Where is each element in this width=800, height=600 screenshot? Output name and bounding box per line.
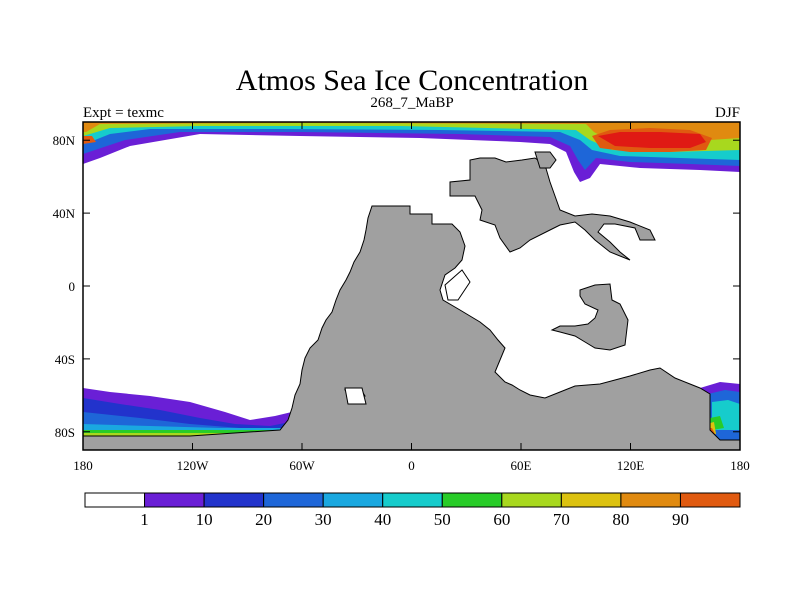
x-tick-label: 120E	[617, 458, 645, 473]
y-tick-label: 80N	[53, 133, 76, 148]
arctic-ice-band-4	[83, 122, 740, 152]
arctic-ice-band-3	[83, 122, 740, 160]
x-tick-label: 60E	[511, 458, 532, 473]
experiment-age-label: 268_7_MaBP	[370, 95, 453, 111]
y-tick-label: 80S	[55, 425, 75, 440]
colorbar-label: 10	[196, 510, 213, 529]
x-axis: 180 120W 60W 0 60E 120E 180	[73, 122, 750, 473]
coastline-inlets	[344, 269, 471, 405]
x-tick-label: 60W	[289, 458, 315, 473]
x-tick-label: 120W	[177, 458, 210, 473]
colorbar-label: 70	[553, 510, 570, 529]
colorbar-swatch	[84, 492, 146, 508]
colorbar-swatch	[203, 492, 265, 508]
colorbar-label: 1	[140, 510, 149, 529]
colorbar-swatch	[679, 492, 741, 508]
chart-title: Atmos Sea Ice Concentration	[236, 64, 588, 97]
x-tick-label: 180	[73, 458, 93, 473]
colorbar-swatch	[144, 492, 205, 508]
colorbar: 1 10 20 30 40 50 60 70 80 90	[84, 492, 741, 529]
season-label: DJF	[715, 105, 740, 121]
x-tick-label: 180	[730, 458, 750, 473]
colorbar-label: 20	[255, 510, 272, 529]
y-tick-label: 0	[69, 279, 76, 294]
colorbar-swatch	[263, 492, 324, 508]
colorbar-label: 40	[374, 510, 391, 529]
colorbar-label: 30	[315, 510, 332, 529]
colorbar-label: 90	[672, 510, 689, 529]
weddell-embayment	[344, 387, 367, 405]
colorbar-label: 60	[493, 510, 510, 529]
arctic-ice-max-east	[598, 132, 706, 148]
colorbar-swatch	[501, 492, 562, 508]
x-tick-label: 0	[408, 458, 415, 473]
cathaysian-block	[534, 151, 557, 169]
colorbar-swatch	[322, 492, 384, 508]
colorbar-swatch	[382, 492, 443, 508]
y-axis: 80N 40N 0 40S 80S	[53, 133, 740, 440]
tethys-gulf	[444, 269, 471, 301]
colorbar-swatch	[560, 492, 622, 508]
colorbar-swatch	[441, 492, 503, 508]
arctic-sea-ice	[83, 122, 740, 182]
colorbar-label: 80	[612, 510, 629, 529]
pangaea-land	[83, 157, 740, 450]
y-tick-label: 40S	[55, 352, 75, 367]
map-area	[83, 122, 740, 450]
colorbar-swatch	[620, 492, 681, 508]
tethys-island	[550, 283, 629, 351]
y-tick-label: 40N	[53, 206, 76, 221]
colorbar-label: 50	[434, 510, 451, 529]
experiment-label: Expt = texmc	[83, 105, 164, 121]
